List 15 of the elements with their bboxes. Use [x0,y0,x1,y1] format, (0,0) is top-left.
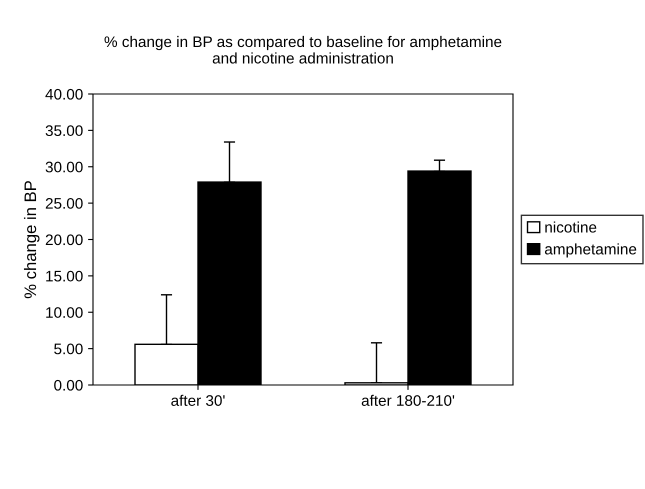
y-axis-title: % change in BP [24,181,40,298]
chart-title: % change in BP as compared to baseline for amphetamine and nicotine administration [104,36,502,64]
y-tick-label: 35.00 [46,125,83,136]
y-tick-label: 0.00 [54,380,83,391]
x-tick-label: after 30' [171,394,225,406]
y-tick-label: 20.00 [46,234,83,246]
legend-label: amphetamine [544,243,636,258]
y-tick-label: 25.00 [46,198,83,209]
y-tick-label: 40.00 [45,88,83,100]
y-tick-label: 10.00 [46,307,83,318]
legend-label: nicotine [545,221,596,233]
y-tick-label: 30.00 [46,162,83,172]
x-tick-label: after 180-210' [362,394,454,406]
y-tick-label: 5.00 [54,343,83,354]
y-tick-label: 15.00 [46,270,83,282]
